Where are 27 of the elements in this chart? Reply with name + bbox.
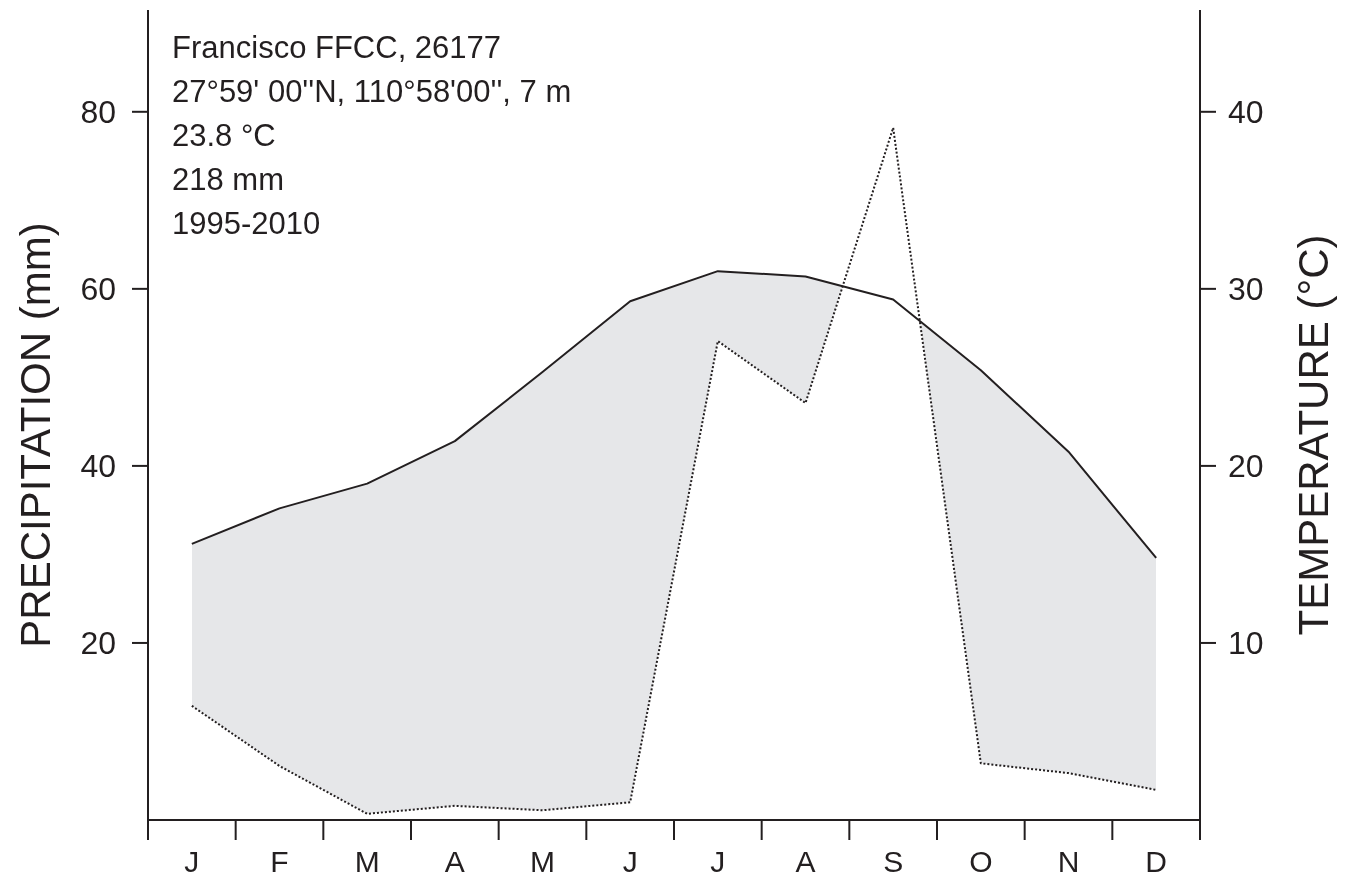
x-tick-label: F <box>270 845 289 877</box>
x-tick-label: O <box>969 845 993 877</box>
x-tick-label: M <box>354 845 380 877</box>
x-tick-label: A <box>444 845 465 877</box>
y2-tick-label: 30 <box>1228 271 1264 308</box>
y-tick-label: 80 <box>80 94 116 130</box>
x-tick-label: N <box>1057 845 1080 877</box>
annotation: 218 mm <box>172 162 284 197</box>
annotation: 23.8 °C <box>172 118 276 153</box>
x-tick-label: J <box>710 845 726 877</box>
y2-tick-label: 20 <box>1228 448 1264 485</box>
y-tick-label: 40 <box>80 448 116 485</box>
x-tick-label: S <box>883 845 904 877</box>
x-tick-label: D <box>1145 845 1167 877</box>
y-tick-label: 60 <box>80 271 116 308</box>
annotation: 27°59' 00''N, 110°58'00'', 7 m <box>172 74 572 109</box>
x-tick-label: M <box>530 845 555 877</box>
annotation: Francisco FFCC, 26177 <box>172 30 502 65</box>
y-axis-title: PRECIPITATION (mm) <box>12 222 59 648</box>
y-tick-label: 20 <box>80 625 116 662</box>
annotation: 1995-2010 <box>172 206 321 241</box>
x-tick-label: A <box>795 845 816 877</box>
x-tick-label: J <box>622 845 638 877</box>
x-tick-label: J <box>184 845 200 877</box>
y2-tick-label: 40 <box>1228 94 1264 130</box>
y2-tick-label: 10 <box>1228 625 1264 662</box>
y2-axis-title: TEMPERATURE (°C) <box>1290 234 1337 636</box>
